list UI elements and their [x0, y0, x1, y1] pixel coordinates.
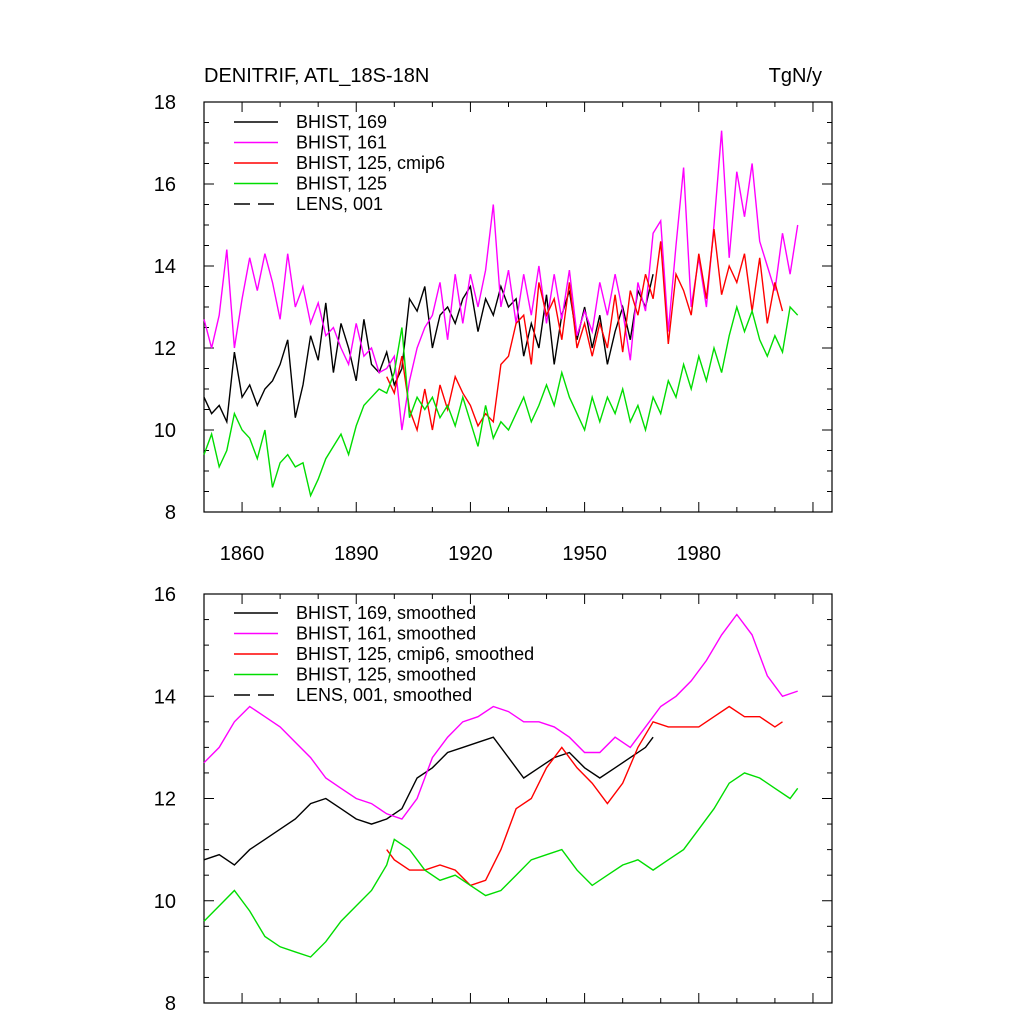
legend-label: BHIST, 125: [296, 174, 387, 194]
legend-label: BHIST, 125, cmip6: [296, 153, 445, 173]
series-line-1: [203, 613, 798, 820]
x-tick-label: 1920: [448, 543, 493, 565]
y-tick-label: 12: [154, 789, 176, 811]
legend-label: BHIST, 125, smoothed: [296, 665, 476, 685]
legend-label: BHIST, 161, smoothed: [296, 624, 476, 644]
x-tick-label: 1950: [562, 543, 607, 565]
legend-label: BHIST, 169: [296, 112, 387, 132]
y-tick-label: 12: [154, 338, 176, 360]
chart-title: DENITRIF, ATL_18S-18N: [204, 65, 429, 87]
y-tick-label: 18: [154, 92, 176, 114]
y-tick-label: 14: [154, 256, 176, 278]
legend-label: BHIST, 125, cmip6, smoothed: [296, 644, 534, 664]
legend-label: LENS, 001, smoothed: [296, 685, 472, 705]
y-tick-label: 14: [154, 686, 176, 708]
series-line-3: [203, 304, 799, 498]
x-tick-label: 1890: [334, 543, 379, 565]
y-tick-label: 10: [154, 420, 176, 442]
series-line-0: [203, 274, 654, 425]
series-line-3: [203, 772, 799, 958]
top-panel: 8 10 12 14 16 18 1860 1890 1920 1950 1980 BHIST, 16…: [154, 92, 833, 565]
legend-label: LENS, 001: [296, 194, 383, 214]
x-tick-label: 1980: [677, 543, 722, 565]
y-tick-label: 8: [165, 993, 176, 1015]
y-tick-label: 16: [154, 584, 176, 606]
series-line-2: [386, 229, 784, 433]
x-tick-label: 1860: [220, 543, 265, 565]
legend-label: BHIST, 169, smoothed: [296, 603, 476, 623]
y-tick-label: 16: [154, 174, 176, 196]
y-tick-label: 10: [154, 891, 176, 913]
units-label: TgN/y: [769, 65, 822, 87]
y-tick-label: 8: [165, 502, 176, 524]
series-line-0: [203, 736, 654, 866]
series-line-2: [386, 705, 783, 887]
legend-label: BHIST, 161: [296, 133, 387, 153]
